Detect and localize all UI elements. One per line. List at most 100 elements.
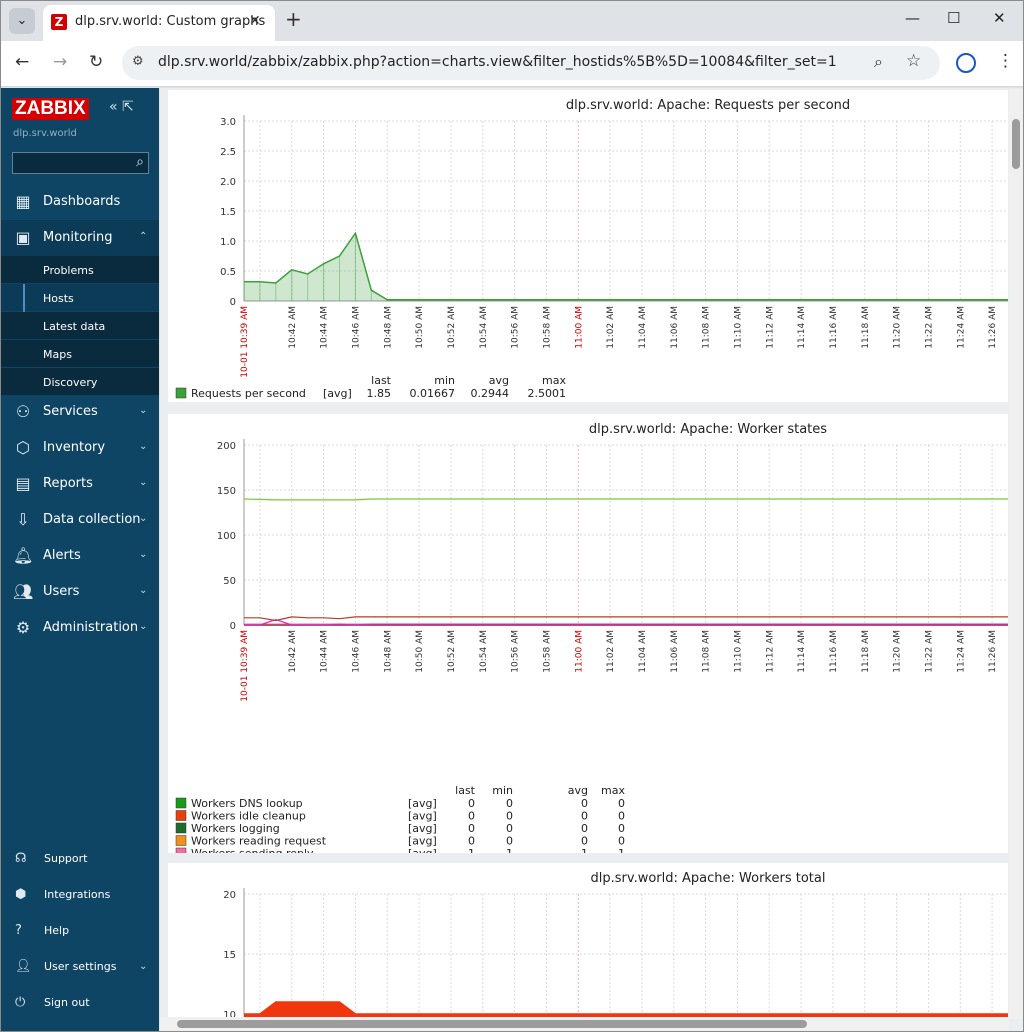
- legend-min: 0: [506, 797, 513, 810]
- chevron-icon: ⌄: [139, 621, 148, 632]
- x-tick-label: 10:50 AM: [415, 306, 425, 349]
- menu-data-collection[interactable]: ⇩ Data collection ⌄: [1, 502, 159, 538]
- graph-panel-requests: dlp.srv.world: Apache: Requests per seco…: [168, 90, 1009, 402]
- minimize-icon[interactable]: —: [905, 9, 920, 27]
- x-tick-label: 11:10 AM: [733, 306, 743, 349]
- x-tick-label: 10:54 AM: [479, 306, 489, 349]
- menu-reports[interactable]: ▤ Reports ⌄: [1, 466, 159, 502]
- x-tick-label: 11:12 AM: [765, 630, 775, 673]
- browser-menu-icon[interactable]: ⋮: [997, 51, 1014, 71]
- submenu-problems[interactable]: Problems: [1, 256, 159, 284]
- submenu-hosts[interactable]: Hosts: [1, 284, 159, 312]
- sign-out-icon: ⏻: [15, 995, 26, 1010]
- tab-close-icon[interactable]: ✕: [249, 13, 261, 29]
- user-settings-icon: 👤︎: [15, 959, 32, 974]
- menu-dashboards[interactable]: ▦ Dashboards: [1, 184, 159, 220]
- legend-func: [avg]: [408, 835, 437, 848]
- footer-user-settings[interactable]: 👤︎ User settings ⌄: [1, 950, 159, 984]
- x-tick-label: 11:02 AM: [606, 630, 616, 673]
- back-icon[interactable]: ←: [15, 52, 30, 72]
- menu-alerts[interactable]: 🔔︎ Alerts ⌄: [1, 538, 159, 574]
- menu-inventory[interactable]: ⬡ Inventory ⌄: [1, 430, 159, 466]
- legend-swatch: [175, 387, 187, 399]
- legend-func: [avg]: [408, 847, 437, 853]
- x-tick-label: 11:24 AM: [956, 630, 966, 673]
- legend-swatch: [175, 835, 187, 846]
- chevron-icon: ⌄: [139, 441, 148, 452]
- reload-icon[interactable]: ↻: [89, 52, 104, 72]
- footer-sign-out[interactable]: ⏻ Sign out: [1, 986, 159, 1020]
- bookmark-star-icon[interactable]: ☆: [906, 51, 922, 71]
- legend-max: 1: [618, 847, 625, 853]
- profile-icon[interactable]: [956, 53, 976, 73]
- legend-min: 0: [506, 835, 513, 848]
- menu-users[interactable]: 👥︎ Users ⌄: [1, 574, 159, 610]
- forward-icon[interactable]: →: [53, 52, 68, 72]
- vertical-scrollbar[interactable]: [1009, 89, 1023, 1019]
- menu-administration[interactable]: ⚙ Administration ⌄: [1, 610, 159, 646]
- reports-icon: ▤: [15, 474, 31, 493]
- x-tick-label: 10:52 AM: [447, 306, 457, 349]
- x-tick-label: 10-01 10:39 AM: [240, 306, 250, 378]
- support-icon: ☊: [15, 851, 27, 866]
- menu-services[interactable]: ⚇ Services ⌄: [1, 394, 159, 430]
- x-tick-label: 11:00 AM: [574, 630, 584, 673]
- x-tick-label: 10:58 AM: [542, 630, 552, 673]
- legend-avg: 0: [581, 835, 588, 848]
- legend-func: [avg]: [408, 797, 437, 810]
- legend-last: 1: [468, 847, 475, 853]
- y-tick-label: 200: [217, 441, 236, 452]
- window-close-icon[interactable]: ✕: [993, 9, 1006, 27]
- footer-help[interactable]: ? Help: [1, 914, 159, 948]
- monitoring-icon: ▣: [15, 228, 31, 247]
- legend-min: 1: [506, 847, 513, 853]
- address-bar[interactable]: ⚙ dlp.srv.world/zabbix/zabbix.php?action…: [122, 46, 940, 80]
- graph-title: dlp.srv.world: Apache: Worker states: [589, 422, 827, 437]
- x-tick-label: 11:10 AM: [733, 630, 743, 673]
- y-tick-label: 10: [223, 1010, 236, 1021]
- x-tick-label: 11:06 AM: [670, 630, 680, 673]
- legend-min: 0: [506, 822, 513, 835]
- x-tick-label: 11:26 AM: [988, 306, 998, 349]
- legend-last: 0: [468, 797, 475, 810]
- zabbix-favicon-icon: Z: [51, 14, 67, 30]
- menu-monitoring[interactable]: ▣ Monitoring ⌃: [1, 220, 159, 256]
- tab-search-button[interactable]: ⌄: [9, 8, 35, 34]
- x-tick-label: 11:16 AM: [829, 630, 839, 673]
- y-tick-label: 20: [223, 890, 236, 901]
- vertical-scroll-thumb[interactable]: [1012, 119, 1020, 169]
- search-icon[interactable]: ⌕: [136, 154, 144, 170]
- users-icon: 👥︎: [13, 582, 34, 601]
- site-settings-icon[interactable]: ⚙: [132, 54, 144, 69]
- submenu-label: Hosts: [43, 292, 74, 305]
- footer-integrations[interactable]: ⬢ Integrations: [1, 878, 159, 912]
- submenu-latest-data[interactable]: Latest data: [1, 312, 159, 340]
- footer-label: Help: [44, 924, 70, 937]
- sidebar-collapse-icon[interactable]: « ⇱: [109, 99, 134, 115]
- series-line: [244, 616, 1008, 622]
- graph-title: dlp.srv.world: Apache: Workers total: [591, 871, 826, 886]
- legend-swatch: [175, 797, 187, 809]
- menu-label: Administration: [43, 620, 139, 635]
- x-tick-label: 10:48 AM: [383, 630, 393, 673]
- new-tab-icon[interactable]: +: [285, 7, 302, 31]
- horizontal-scroll-thumb[interactable]: [177, 1020, 807, 1028]
- legend-func: [avg]: [323, 387, 352, 400]
- url-text[interactable]: dlp.srv.world/zabbix/zabbix.php?action=c…: [158, 54, 837, 70]
- legend-name: Workers idle cleanup: [191, 810, 306, 823]
- inventory-icon: ⬡: [16, 438, 30, 457]
- browser-tab[interactable]: Z dlp.srv.world: Custom graphs ✕: [43, 5, 275, 41]
- y-tick-label: 0: [230, 621, 236, 632]
- x-tick-label: 10:54 AM: [479, 630, 489, 673]
- zoom-icon[interactable]: ⌕: [874, 52, 883, 71]
- footer-support[interactable]: ☊ Support: [1, 842, 159, 876]
- sidebar-search-input[interactable]: ⌕: [12, 152, 149, 174]
- legend-name: Workers sending reply: [191, 847, 314, 853]
- zabbix-logo[interactable]: ZABBIX: [12, 98, 89, 120]
- legend-max: 0: [618, 822, 625, 835]
- submenu-discovery[interactable]: Discovery: [1, 368, 159, 396]
- submenu-maps[interactable]: Maps: [1, 340, 159, 368]
- x-tick-label: 10:48 AM: [383, 306, 393, 349]
- menu-label: Dashboards: [43, 194, 121, 209]
- maximize-icon[interactable]: ☐: [947, 9, 961, 27]
